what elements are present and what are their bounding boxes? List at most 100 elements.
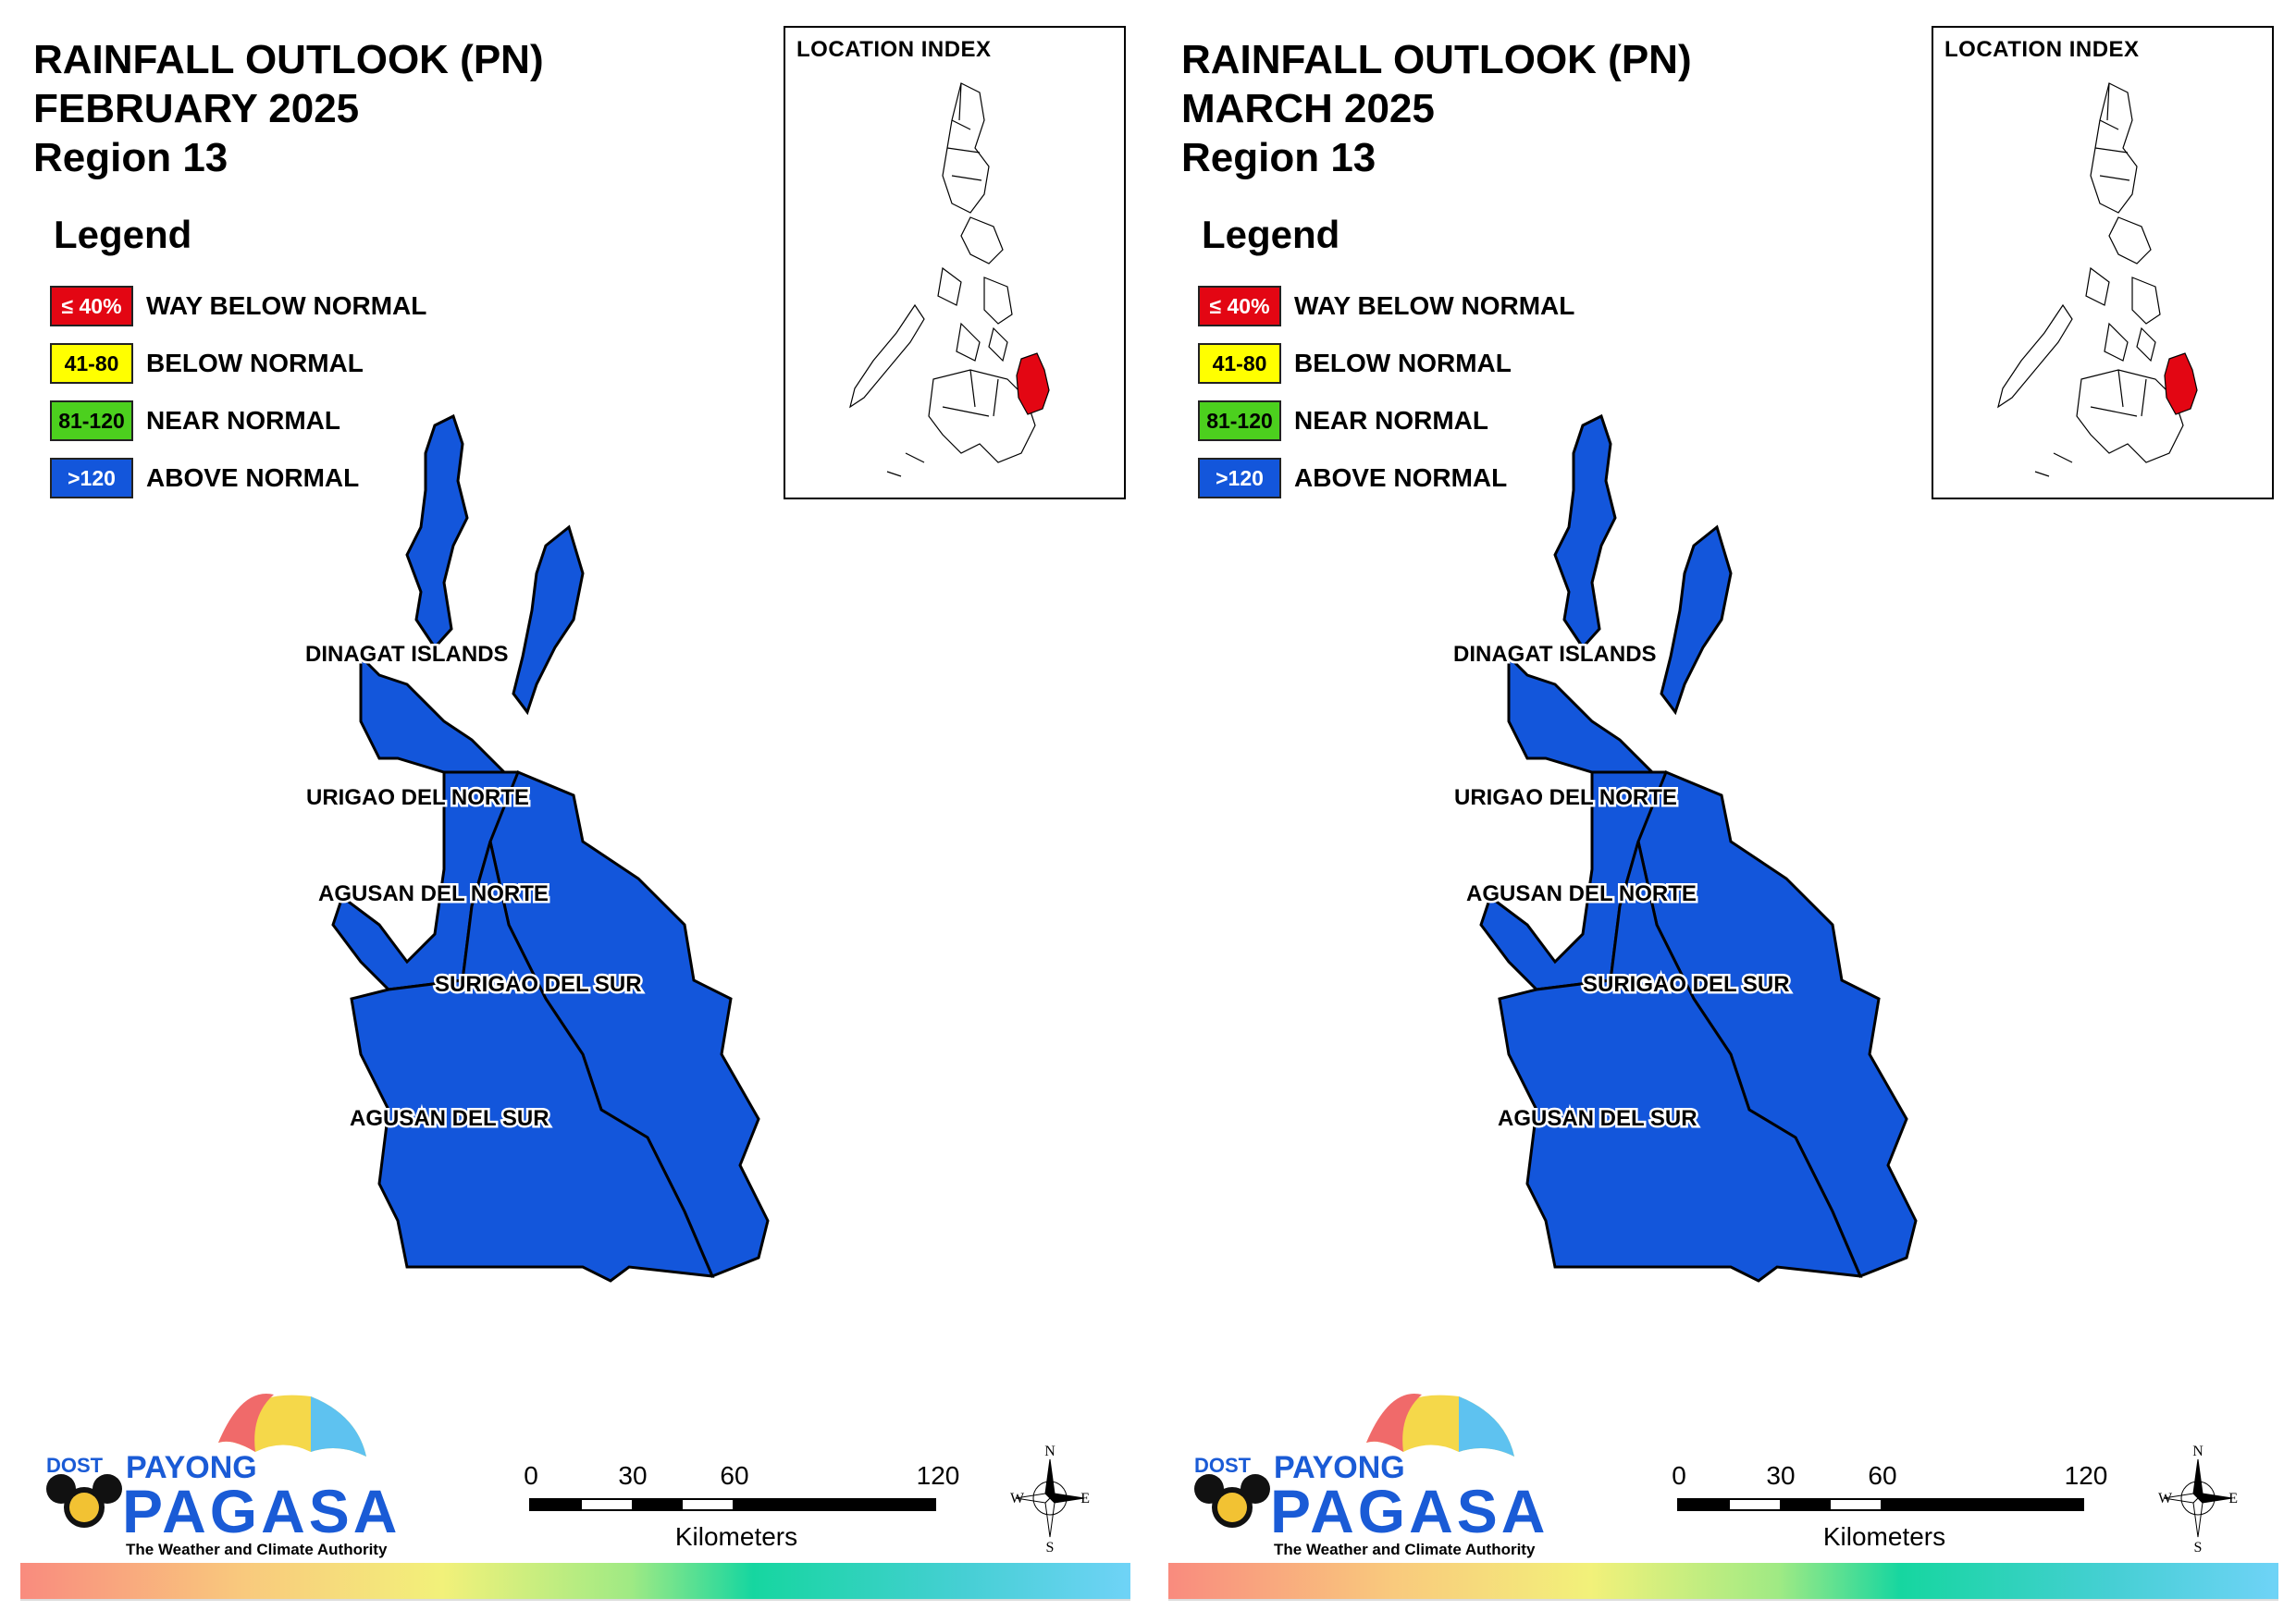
location-index: LOCATION INDEX (1932, 26, 2274, 499)
label-agusan-del-sur: AGUSAN DEL SUR (1498, 1106, 1697, 1131)
compass-w: W (2158, 1491, 2173, 1506)
siargao-shape (1660, 524, 1733, 716)
label-agusan-del-sur: AGUSAN DEL SUR (350, 1106, 549, 1131)
label-surigao-del-norte: SURIGAO DEL NORTE (305, 785, 529, 810)
compass-rose-icon: N S E W (1010, 1444, 1090, 1554)
legend-label: WAY BELOW NORMAL (146, 291, 427, 320)
map-title: RAINFALL OUTLOOK (PN) FEBRUARY 2025 Regi… (33, 35, 544, 182)
scale-tick: 0 (1672, 1461, 1686, 1490)
legend-swatch-green: 81-120 (1198, 400, 1281, 441)
siargao-shape (512, 524, 585, 716)
region-13-map: DINAGAT ISLANDS SURIGAO DEL NORTE AGUSAN… (1453, 413, 1918, 1283)
legend-item-above: >120 ABOVE NORMAL (50, 449, 426, 507)
legend-item-way-below: ≤ 40% WAY BELOW NORMAL (50, 277, 426, 335)
logo-pagasa-text: PAGASA (122, 1477, 401, 1545)
color-strip (20, 1563, 1130, 1600)
compass-e: E (2228, 1491, 2238, 1506)
legend-swatch-blue: >120 (1198, 458, 1281, 498)
compass-rose-icon: N S E W (2158, 1444, 2238, 1554)
legend-item-below: 41-80 BELOW NORMAL (1198, 335, 1574, 392)
title-line-2: FEBRUARY 2025 (33, 86, 360, 131)
legend-label: BELOW NORMAL (146, 349, 364, 377)
outlook-panel-march: RAINFALL OUTLOOK (PN) MARCH 2025 Region … (1148, 0, 2296, 1623)
logo-payong-text: PAYONG (126, 1450, 257, 1485)
title-line-1: RAINFALL OUTLOOK (PN) (33, 37, 544, 82)
legend-label: ABOVE NORMAL (146, 463, 360, 492)
color-strip (1168, 1563, 2278, 1600)
legend-label: NEAR NORMAL (146, 406, 340, 435)
legend-label: ABOVE NORMAL (1294, 463, 1508, 492)
legend-item-above: >120 ABOVE NORMAL (1198, 449, 1574, 507)
scale-bar: 0 30 60 120 Kilometers (524, 1461, 959, 1563)
label-surigao-del-sur: SURIGAO DEL SUR (435, 972, 642, 997)
legend-swatch-green: 81-120 (50, 400, 133, 441)
map-title: RAINFALL OUTLOOK (PN) MARCH 2025 Region … (1181, 35, 1692, 182)
label-dinagat-islands: DINAGAT ISLANDS (1453, 642, 1657, 667)
compass-n: N (1044, 1444, 1055, 1459)
label-agusan-del-norte: AGUSAN DEL NORTE (1466, 881, 1697, 906)
scale-unit: Kilometers (1822, 1522, 1946, 1551)
logo-tagline: The Weather and Climate Authority (126, 1541, 388, 1558)
legend-swatch-yellow: 41-80 (1198, 343, 1281, 384)
philippines-index-map (1997, 82, 2198, 477)
region-13-highlight (2164, 352, 2198, 415)
logo-pagasa-text: PAGASA (1270, 1477, 1549, 1545)
agusan-del-sur-shape (350, 841, 715, 1283)
logo-tagline: The Weather and Climate Authority (1274, 1541, 1536, 1558)
surigao-del-norte-shape (1507, 653, 1660, 779)
legend-label: BELOW NORMAL (1294, 349, 1512, 377)
scale-bar: 0 30 60 120 Kilometers (1672, 1461, 2107, 1563)
title-line-3: Region 13 (1181, 135, 1376, 180)
scale-unit: Kilometers (674, 1522, 798, 1551)
label-surigao-del-norte: SURIGAO DEL NORTE (1453, 785, 1677, 810)
compass-n: N (2192, 1444, 2203, 1459)
title-line-2: MARCH 2025 (1181, 86, 1435, 131)
legend-title: Legend (54, 213, 192, 256)
location-index-title: LOCATION INDEX (796, 37, 992, 62)
legend-item-near: 81-120 NEAR NORMAL (50, 392, 426, 449)
outlook-panel-february: RAINFALL OUTLOOK (PN) FEBRUARY 2025 Regi… (20, 26, 1130, 1601)
scale-tick: 60 (1868, 1461, 1897, 1490)
payong-pagasa-logo: DOST PAYONG PAGASA The Weather and Clima… (1181, 1387, 1545, 1563)
logo-payong-text: PAYONG (1274, 1450, 1405, 1485)
legend-swatch-blue: >120 (50, 458, 133, 498)
strip-divider (1168, 1599, 2278, 1601)
region-13-map: DINAGAT ISLANDS SURIGAO DEL NORTE AGUSAN… (305, 413, 770, 1283)
umbrella-icon (46, 1394, 366, 1528)
compass-w: W (1010, 1491, 1025, 1506)
location-index: LOCATION INDEX (784, 26, 1126, 499)
legend-item-below: 41-80 BELOW NORMAL (50, 335, 426, 392)
compass-s: S (2194, 1540, 2203, 1554)
scale-tick: 30 (1766, 1461, 1796, 1490)
label-agusan-del-norte: AGUSAN DEL NORTE (318, 881, 549, 906)
scale-tick: 120 (2064, 1461, 2108, 1490)
agusan-del-sur-shape (1498, 841, 1863, 1283)
scale-tick: 120 (916, 1461, 960, 1490)
location-index-title: LOCATION INDEX (1944, 37, 2140, 62)
legend-item-way-below: ≤ 40% WAY BELOW NORMAL (1198, 277, 1574, 335)
scale-tick: 30 (618, 1461, 648, 1490)
label-surigao-del-sur: SURIGAO DEL SUR (1583, 972, 1790, 997)
dinagat-islands-shape (1553, 413, 1617, 650)
philippines-index-map (849, 82, 1050, 477)
payong-pagasa-logo: DOST PAYONG PAGASA The Weather and Clima… (33, 1387, 397, 1563)
label-dinagat-islands: DINAGAT ISLANDS (305, 642, 509, 667)
title-line-1: RAINFALL OUTLOOK (PN) (1181, 37, 1692, 82)
legend-swatch-yellow: 41-80 (50, 343, 133, 384)
legend: Legend ≤ 40% WAY BELOW NORMAL 41-80 BELO… (50, 213, 426, 507)
legend-label: NEAR NORMAL (1294, 406, 1488, 435)
surigao-del-norte-shape (359, 653, 512, 779)
compass-s: S (1046, 1540, 1055, 1554)
region-13-highlight (1016, 352, 1050, 415)
logo-dost-text: DOST (1194, 1454, 1252, 1477)
scale-tick: 0 (524, 1461, 538, 1490)
scale-tick: 60 (720, 1461, 749, 1490)
compass-e: E (1080, 1491, 1090, 1506)
legend-item-near: 81-120 NEAR NORMAL (1198, 392, 1574, 449)
legend: Legend ≤ 40% WAY BELOW NORMAL 41-80 BELO… (1198, 213, 1574, 507)
title-line-3: Region 13 (33, 135, 228, 180)
legend-title: Legend (1202, 213, 1340, 256)
legend-swatch-red: ≤ 40% (50, 286, 133, 326)
strip-divider (20, 1599, 1130, 1601)
scale-bar-graphic (529, 1498, 936, 1511)
